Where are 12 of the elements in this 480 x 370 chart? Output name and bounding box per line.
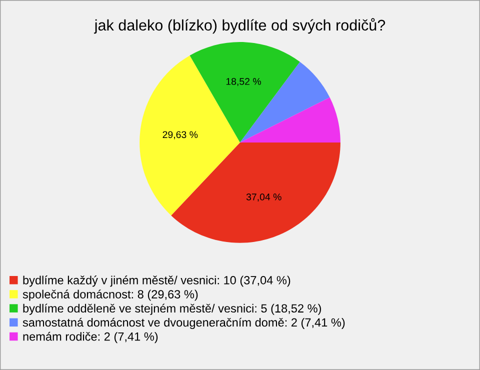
data-label: 37,04 % (246, 194, 282, 202)
data-label: 29,63 % (162, 131, 198, 140)
legend-label: společná domácnost: 8 (29,63 %) (22, 290, 198, 301)
chart-title: jak daleko (blízko) bydlíte od svých rodičů? (94, 18, 386, 34)
legend-label: bydlíme odděleně ve stejném městě/ vesnici: 5 (18,52 %) (23, 304, 321, 315)
pie-slice (240, 97, 340, 142)
legend-label: bydlíme každý v jiném městě/ vesnici: 10 (37,04 %) (23, 276, 290, 287)
pie-slice (190, 42, 300, 142)
legend-label: nemám rodiče: 2 (7,41 %) (23, 332, 158, 344)
data-label: 18,52 % (226, 78, 261, 86)
pie-slice (171, 142, 340, 243)
legend-label: samostatná domácnost ve dvougeneračním domě: 2 (7,41 %) (22, 318, 345, 329)
